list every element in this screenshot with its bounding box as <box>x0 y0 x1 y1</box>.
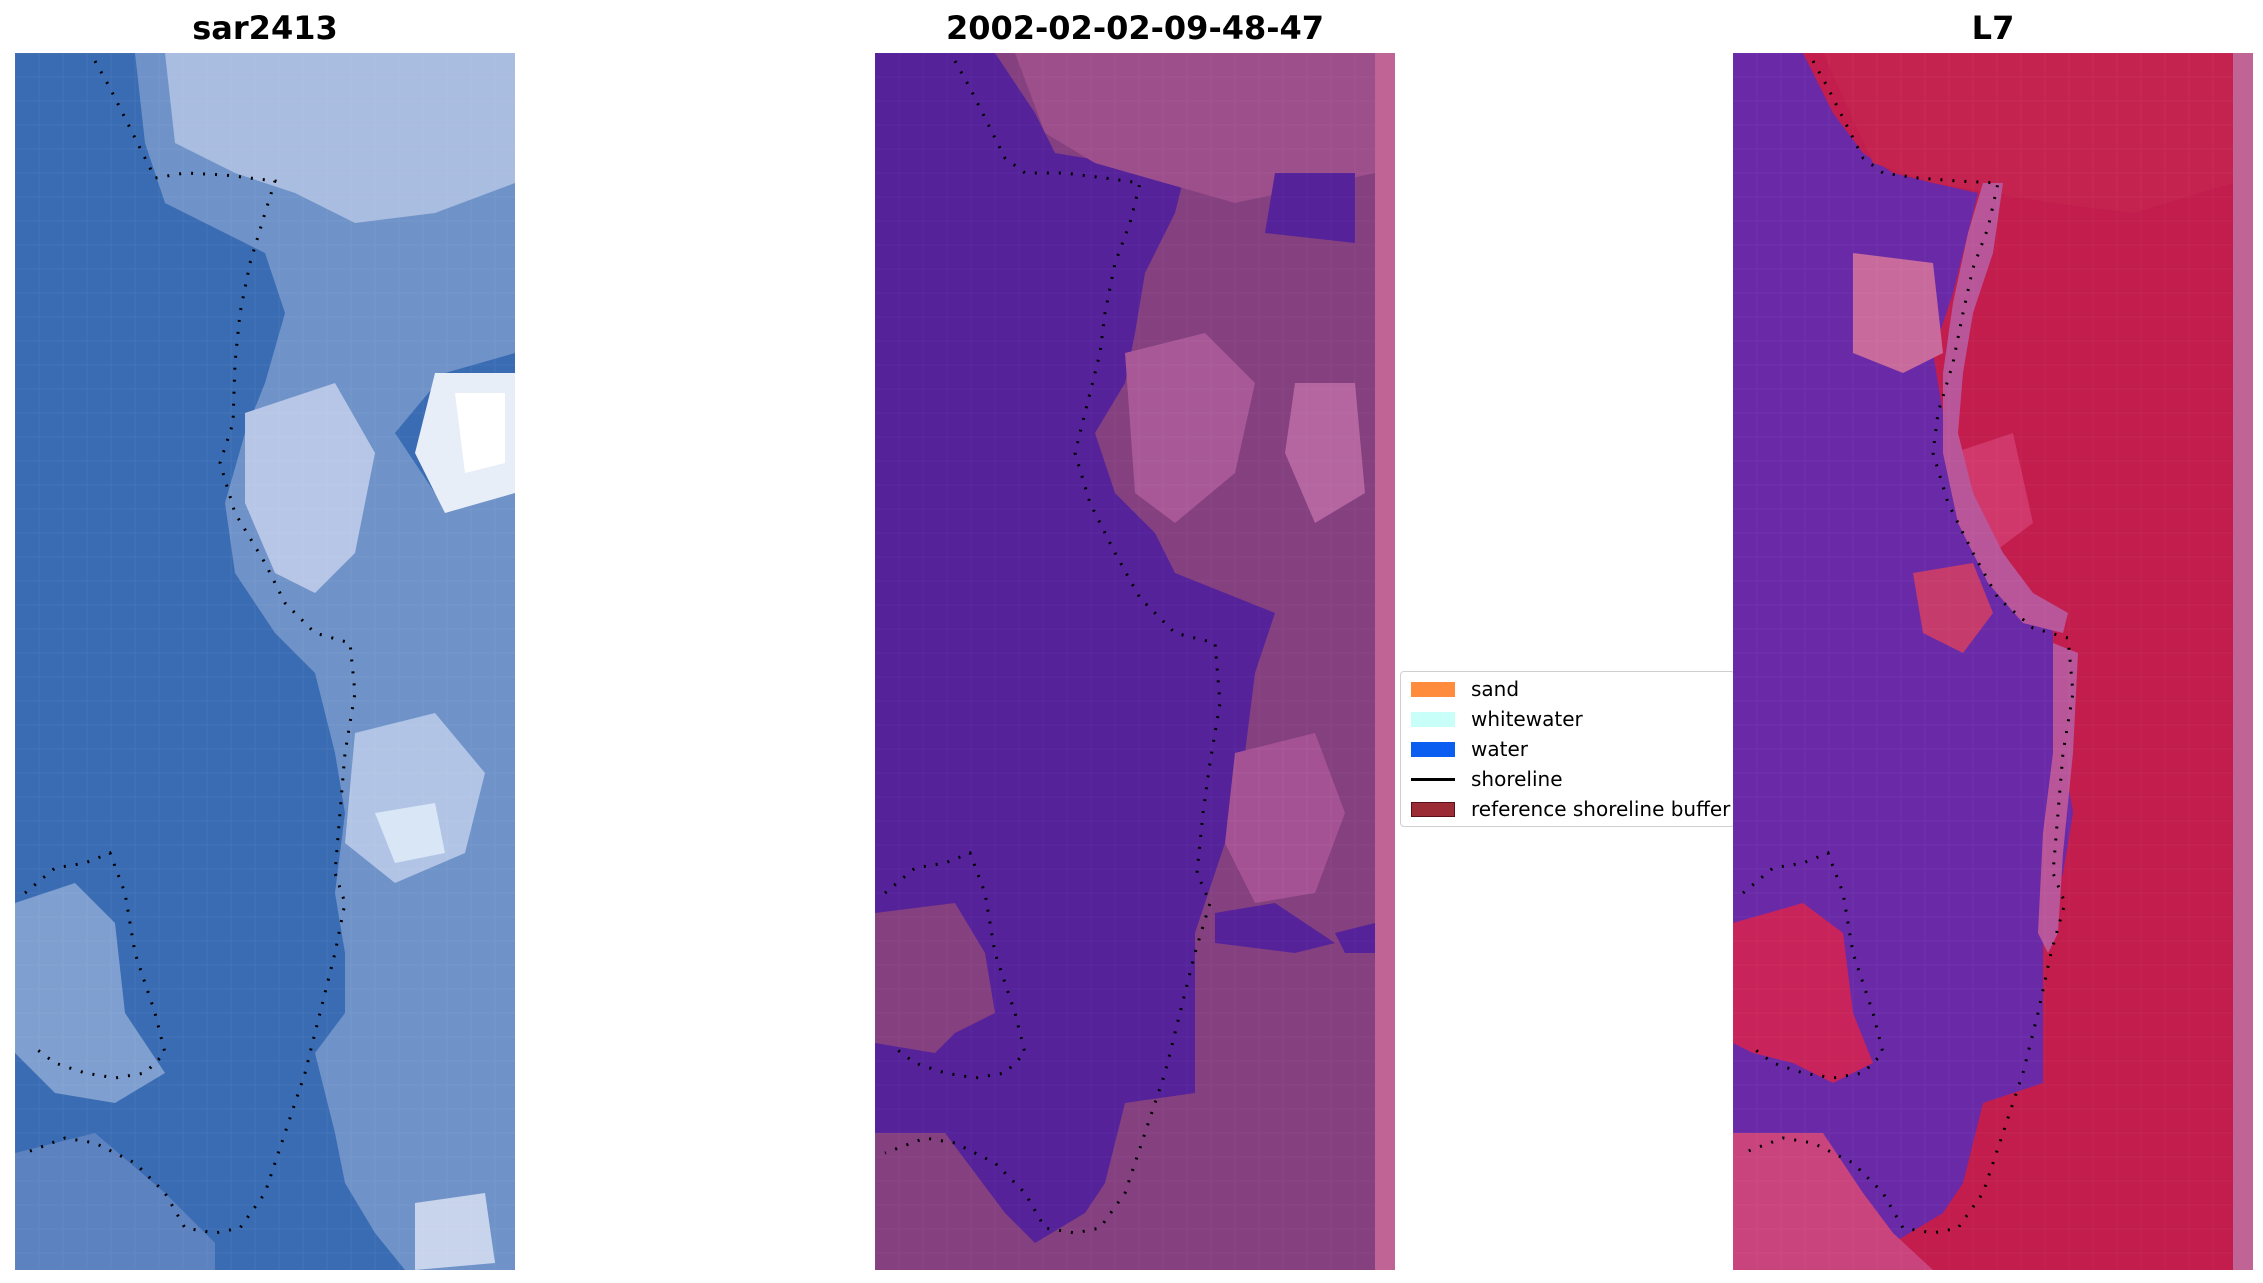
index-image <box>1733 53 2253 1270</box>
index-image-panel <box>1733 53 2253 1270</box>
rgb-image-panel <box>15 53 515 1270</box>
water-swatch <box>1411 741 1455 757</box>
legend-label-sand: sand <box>1471 677 1520 701</box>
legend-item-water: water <box>1411 736 1528 762</box>
rgb-image <box>15 53 515 1270</box>
panel-title-index: L7 <box>1971 9 2015 47</box>
legend-label-water: water <box>1471 737 1528 761</box>
legend-label-shoreline: shoreline <box>1471 767 1563 791</box>
legend-label-reference-buffer: reference shoreline buffer <box>1471 797 1731 821</box>
classified-image-panel <box>875 53 1395 1270</box>
classified-image <box>875 53 1395 1270</box>
legend-item-shoreline: shoreline <box>1411 766 1563 792</box>
legend-label-whitewater: whitewater <box>1471 707 1583 731</box>
panel-title-classified: 2002-02-02-09-48-47 <box>945 9 1325 47</box>
legend-item-whitewater: whitewater <box>1411 706 1583 732</box>
legend-item-sand: sand <box>1411 676 1519 702</box>
panel-title-rgb: sar2413 <box>192 9 338 47</box>
reference-buffer-swatch <box>1411 801 1455 817</box>
sand-swatch <box>1411 681 1455 697</box>
whitewater-swatch <box>1411 711 1455 727</box>
legend-item-reference-buffer: reference shoreline buffer <box>1411 796 1730 822</box>
legend: sand whitewater water shoreline referenc… <box>1400 671 1735 827</box>
shoreline-line-swatch <box>1411 777 1455 781</box>
